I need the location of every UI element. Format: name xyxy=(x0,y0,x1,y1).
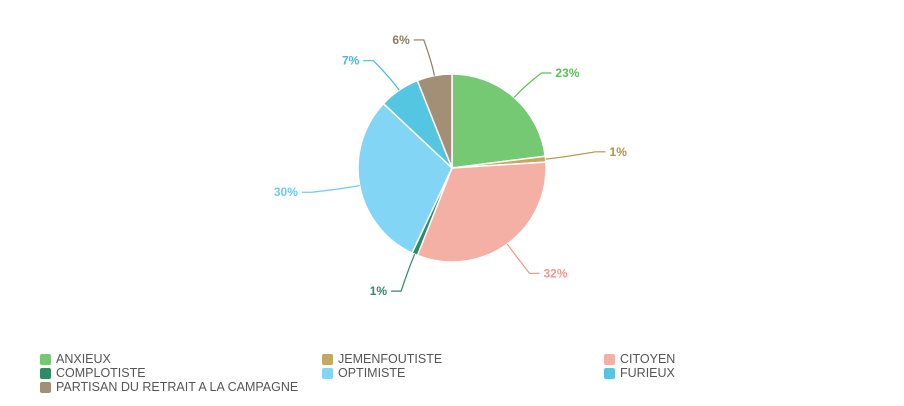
slice-label-furieux: 7% xyxy=(342,54,360,68)
legend: ANXIEUX JEMENFOUTISTE CITOYEN COMPLOTIST… xyxy=(40,352,900,394)
legend-swatch-citoyen xyxy=(604,353,615,365)
legend-item-partisan-du-retrait[interactable]: PARTISAN DU RETRAIT A LA CAMPAGNE xyxy=(40,380,322,394)
pie-slices xyxy=(357,73,547,263)
legend-label-optimiste: OPTIMISTE xyxy=(338,366,406,380)
legend-item-citoyen[interactable]: CITOYEN xyxy=(604,352,886,366)
slice-label-complotiste: 1% xyxy=(370,284,388,298)
slice-label-optimiste: 30% xyxy=(274,185,298,199)
pie-slice-optimiste[interactable] xyxy=(357,102,453,255)
legend-swatch-furieux xyxy=(604,367,615,379)
leader-line-partisan-du-retrait-a-la-campa xyxy=(413,39,435,76)
leader-line-optimiste xyxy=(301,185,360,193)
legend-label-complotiste: COMPLOTISTE xyxy=(56,366,146,380)
leader-line-furieux xyxy=(363,60,400,91)
slice-label-anxieux: 23% xyxy=(555,66,579,80)
leader-line-complotiste xyxy=(391,254,416,292)
legend-item-complotiste[interactable]: COMPLOTISTE xyxy=(40,366,322,380)
leader-line-citoyen xyxy=(506,243,540,274)
pie-slice-partisan-du-retrait-a-la-campa[interactable] xyxy=(416,73,453,169)
legend-label-anxieux: ANXIEUX xyxy=(56,352,111,366)
legend-swatch-jemenfoutiste xyxy=(322,353,333,365)
legend-swatch-partisan-du-retrait xyxy=(40,381,51,393)
pie-slice-anxieux[interactable] xyxy=(451,73,547,169)
legend-swatch-anxieux xyxy=(40,353,51,365)
legend-swatch-complotiste xyxy=(40,367,51,379)
legend-item-optimiste[interactable]: OPTIMISTE xyxy=(322,366,604,380)
legend-item-furieux[interactable]: FURIEUX xyxy=(604,366,886,380)
leader-line-anxieux xyxy=(513,72,552,98)
label-leader-lines xyxy=(301,39,606,292)
slice-label-citoyen: 32% xyxy=(543,266,567,280)
leader-line-jemenfoutiste xyxy=(545,151,606,160)
legend-label-partisan-du-retrait: PARTISAN DU RETRAIT A LA CAMPAGNE xyxy=(56,380,299,394)
legend-label-citoyen: CITOYEN xyxy=(620,352,676,366)
legend-swatch-optimiste xyxy=(322,367,333,379)
legend-label-furieux: FURIEUX xyxy=(620,366,675,380)
slice-labels: 23% 1% 32% 1% 30% 7% 6% xyxy=(274,33,627,298)
legend-item-jemenfoutiste[interactable]: JEMENFOUTISTE xyxy=(322,352,604,366)
slice-label-jemenfoutiste: 1% xyxy=(610,145,628,159)
pie-chart: 23% 1% 32% 1% 30% 7% 6% xyxy=(274,33,627,298)
legend-label-jemenfoutiste: JEMENFOUTISTE xyxy=(338,352,443,366)
slice-label-partisan-du-retrait-a-la-campa: 6% xyxy=(392,33,410,47)
legend-item-anxieux[interactable]: ANXIEUX xyxy=(40,352,322,366)
